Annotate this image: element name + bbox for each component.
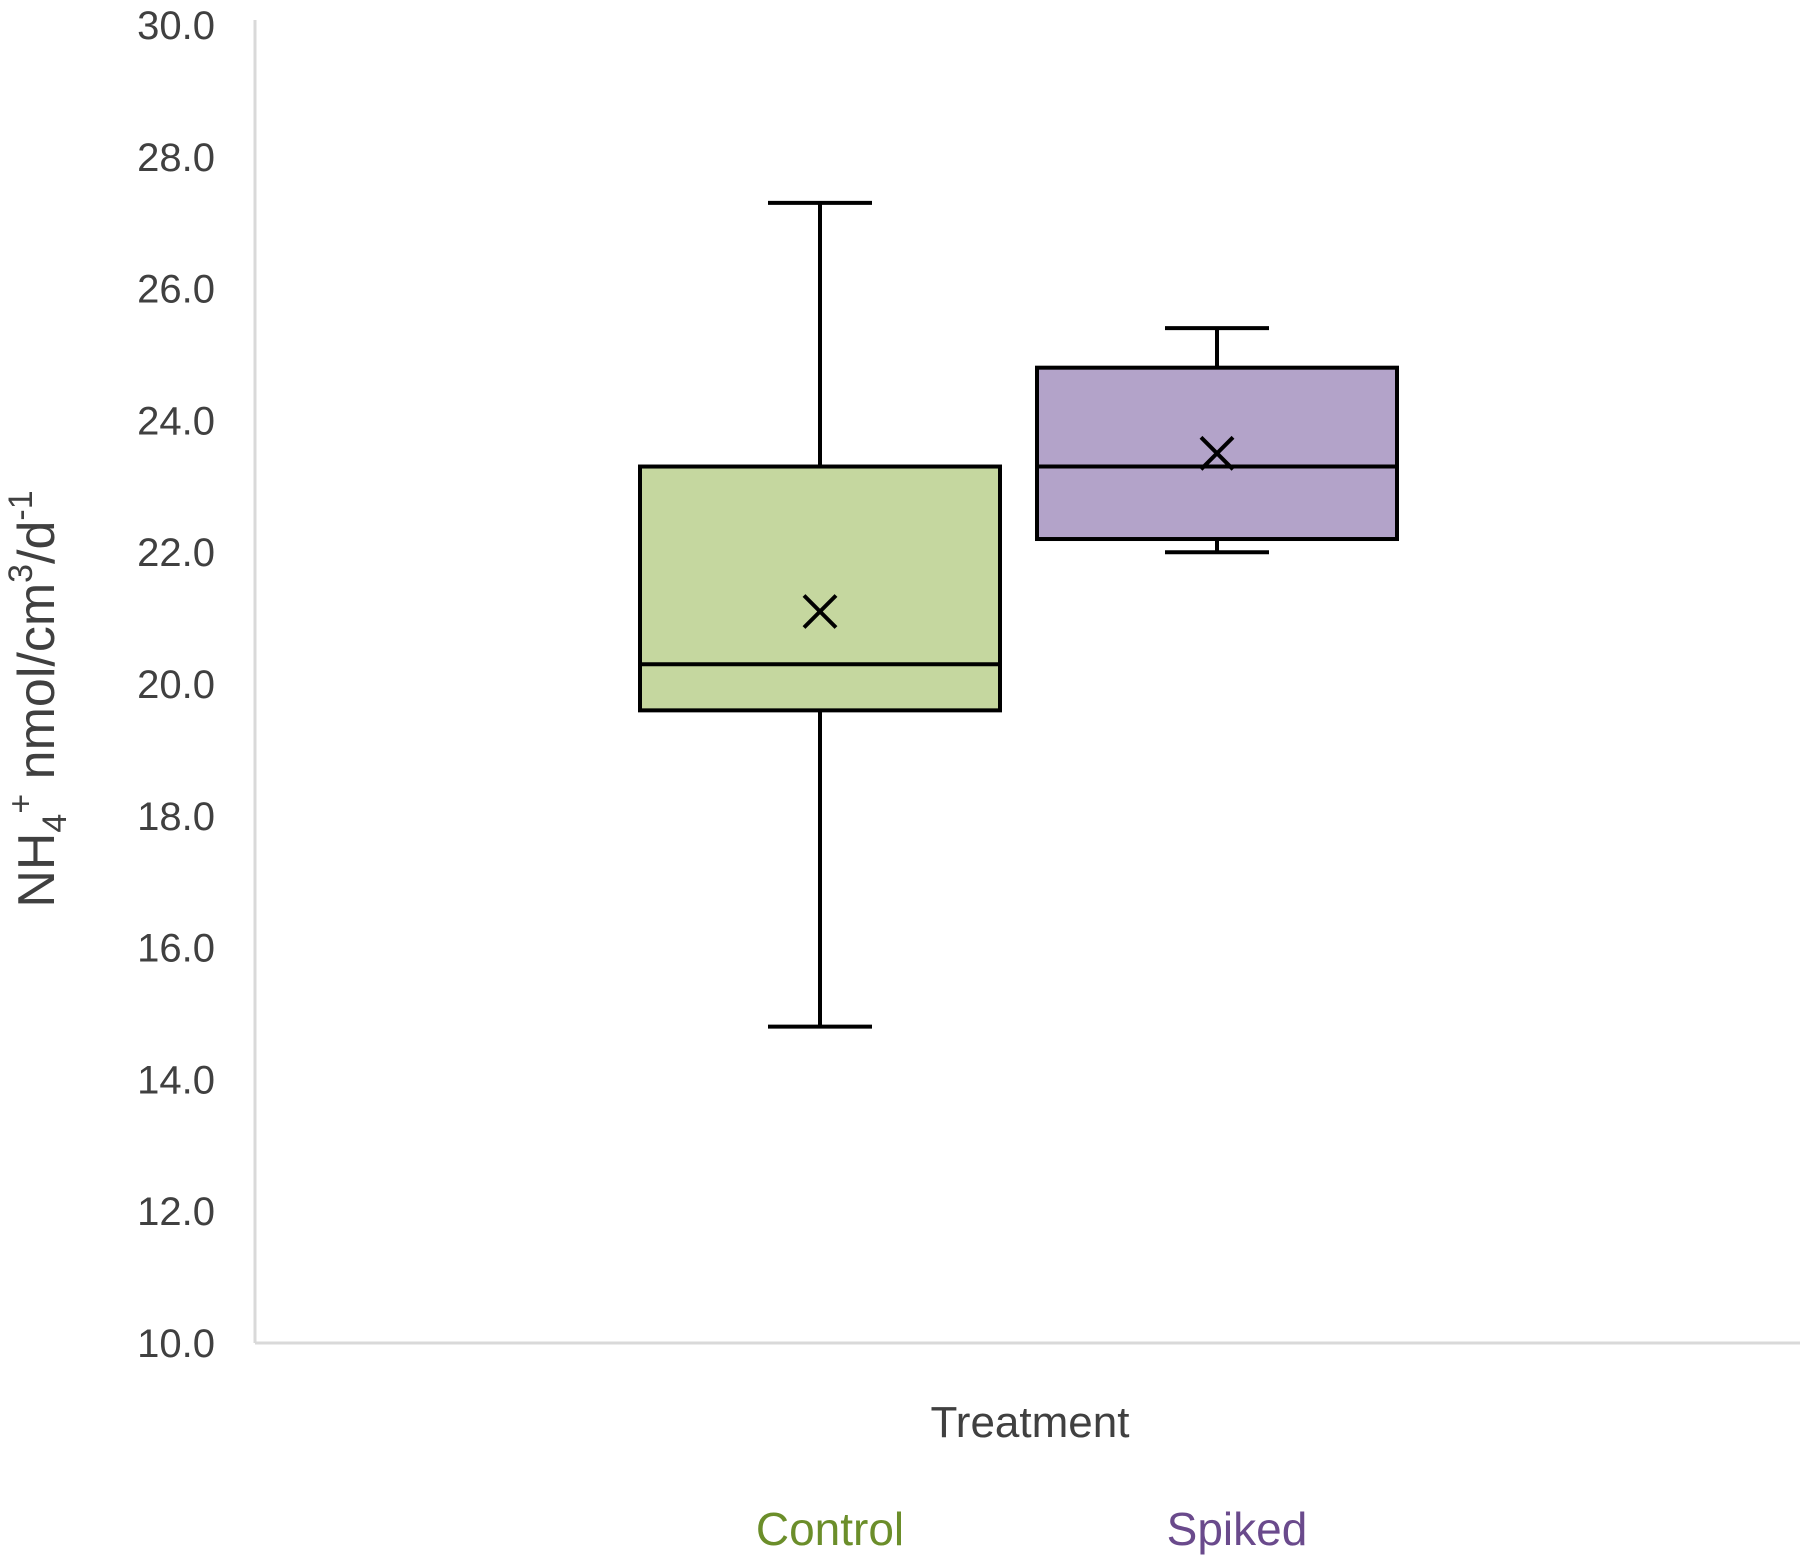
y-tick-label: 16.0 <box>137 927 215 971</box>
mean-marker-stroke <box>1199 435 1235 471</box>
y-axis-label-part: -1 <box>2 490 40 520</box>
y-tick-label: 22.0 <box>137 531 215 575</box>
box-spiked <box>1035 326 1399 555</box>
y-axis-label-part: nmol/cm <box>8 583 66 794</box>
y-tick-label: 18.0 <box>137 795 215 839</box>
y-axis-label-part: + <box>2 794 40 814</box>
box-control <box>638 200 1002 1029</box>
axes <box>253 20 1800 1345</box>
box-series <box>638 200 1399 1029</box>
y-tick-label: 14.0 <box>137 1058 215 1102</box>
y-tick-label: 24.0 <box>137 399 215 443</box>
mean-marker <box>802 594 838 629</box>
legend-item-control: Control <box>756 1503 904 1555</box>
y-tick-label: 30.0 <box>137 4 215 48</box>
y-tick-label: 10.0 <box>137 1322 215 1366</box>
mean-marker <box>1199 435 1235 471</box>
y-axis-label-part: NH <box>8 833 66 908</box>
y-axis-label-part: /d <box>8 521 66 564</box>
y-tick-label: 20.0 <box>137 663 215 707</box>
y-tick-label: 12.0 <box>137 1190 215 1234</box>
y-tick-label: 26.0 <box>137 268 215 312</box>
iqr-box <box>638 464 1002 713</box>
y-tick-label: 28.0 <box>137 136 215 180</box>
mean-marker-stroke <box>802 594 838 629</box>
y-axis-label: NH4+ nmol/cm3/d-1 <box>2 490 74 907</box>
legend: Control Spiked <box>756 1503 1307 1555</box>
y-axis-label-part: 3 <box>2 564 40 583</box>
y-axis-label-part: 4 <box>36 814 74 833</box>
y-axis-ticks: 10.0 12.0 14.0 16.0 18.0 20.0 22.0 24.0 26.0 28.0… <box>137 4 215 1366</box>
x-axis-label: Treatment <box>931 1398 1130 1447</box>
legend-item-spiked: Spiked <box>1167 1503 1308 1555</box>
